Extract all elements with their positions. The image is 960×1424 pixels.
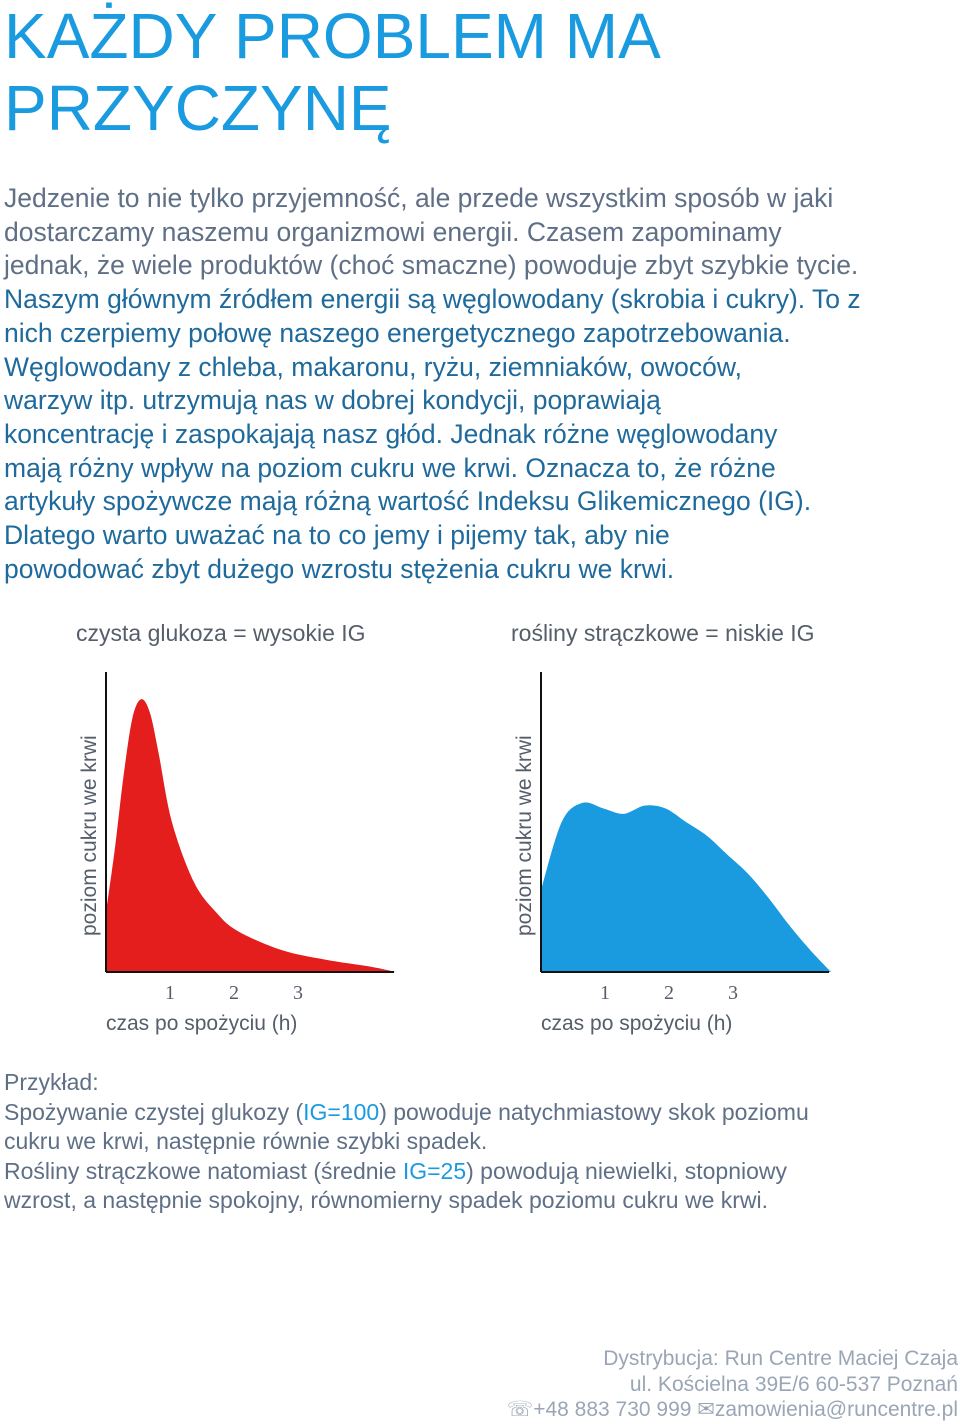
chart-low-ig: rośliny strączkowe = niskie IG poziom cu… [505,612,865,1042]
ig-value-highlight: IG=100 [303,1098,380,1125]
intro-line: powodować zbyt dużego wzrostu stężenia c… [4,553,675,584]
x-tick-label: 3 [293,982,303,1004]
x-tick-label: 2 [664,982,674,1004]
x-tick-label: 2 [229,982,239,1004]
y-axis-label: poziom cukru we krwi [78,735,101,936]
footer-distribution: Dystrybucja: Run Centre Maciej Czaja [603,1347,958,1370]
example-line: Rośliny strączkowe natomiast (średnie IG… [4,1157,954,1187]
footer-contact-line: ☏+48 883 730 999 ✉zamowienia@runcentre.p… [507,1397,958,1423]
intro-line: Jedzenie to nie tylko przyjemność, ale p… [4,183,834,213]
intro-line: koncentrację i zaspokajają nasz głód. Je… [4,418,778,449]
footer-address: ul. Kościelna 39E/6 60-537 Poznań [629,1372,958,1396]
footer-contact: Dystrybucja: Run Centre Maciej Czaja ul.… [507,1346,958,1423]
page-title: KAŻDY PROBLEM MA PRZYCZYNĘ [4,0,661,144]
intro-line: artykuły spożywcze mają różną wartość In… [4,486,812,517]
series-area [541,802,831,972]
title-line: KAŻDY PROBLEM MA [4,0,661,72]
series-area [106,699,396,972]
intro-line: mają różny wpływ na poziom cukru we krwi… [4,452,776,483]
phone-icon: ☏ [506,1398,534,1421]
chart-high-ig: czysta glukoza = wysokie IG poziom cukru… [70,612,430,1042]
chart-title: czysta glukoza = wysokie IG [76,620,366,646]
example-line: wzrost, a następnie spokojny, równomiern… [4,1187,769,1214]
chart-title: rośliny strączkowe = niskie IG [511,620,815,646]
x-tick-label: 1 [600,982,610,1004]
envelope-icon: ✉ [697,1398,715,1421]
chart-plot [540,672,831,973]
intro-paragraph: Jedzenie to nie tylko przyjemność, ale p… [4,182,954,586]
intro-line: jednak, że wiele produktów (choć smaczne… [4,250,859,281]
y-axis-label: poziom cukru we krwi [513,735,536,936]
example-text: Rośliny strączkowe natomiast (średnie [4,1157,403,1184]
example-section: Przykład: Spożywanie czystej glukozy (IG… [4,1068,954,1216]
email-link[interactable]: zamowienia@runcentre.pl [714,1398,958,1421]
example-line: Spożywanie czystej glukozy (IG=100) powo… [4,1098,954,1128]
phone-link[interactable]: +48 883 730 999 [533,1398,692,1421]
intro-line: Dlatego warto uważać na to co jemy i pij… [4,520,670,551]
x-axis-label: czas po spożyciu (h) [106,1012,298,1035]
x-tick-label: 3 [728,982,738,1004]
chart-plot [105,672,396,973]
ig-value-highlight: IG=25 [402,1157,467,1184]
example-text: ) powodują niewielki, stopniowy [466,1157,788,1184]
intro-line: Węglowodany z chleba, makaronu, ryżu, zi… [4,351,742,382]
x-tick-label: 1 [165,982,175,1004]
example-line: cukru we krwi, następnie równie szybki s… [4,1128,488,1155]
example-text: ) powoduje natychmiastowy skok poziomu [379,1098,809,1125]
title-line: PRZYCZYNĘ [4,72,392,144]
intro-line: nich czerpiemy połowę naszego energetycz… [4,317,791,348]
intro-line: dostarczamy naszemu organizmowi energii.… [4,216,782,247]
example-heading: Przykład: [4,1069,99,1095]
example-text: Spożywanie czystej glukozy ( [4,1098,304,1125]
x-axis-label: czas po spożyciu (h) [541,1012,733,1035]
intro-line: warzyw itp. utrzymują nas w dobrej kondy… [4,385,661,416]
intro-line: Naszym głównym źródłem energii są węglow… [4,284,861,315]
